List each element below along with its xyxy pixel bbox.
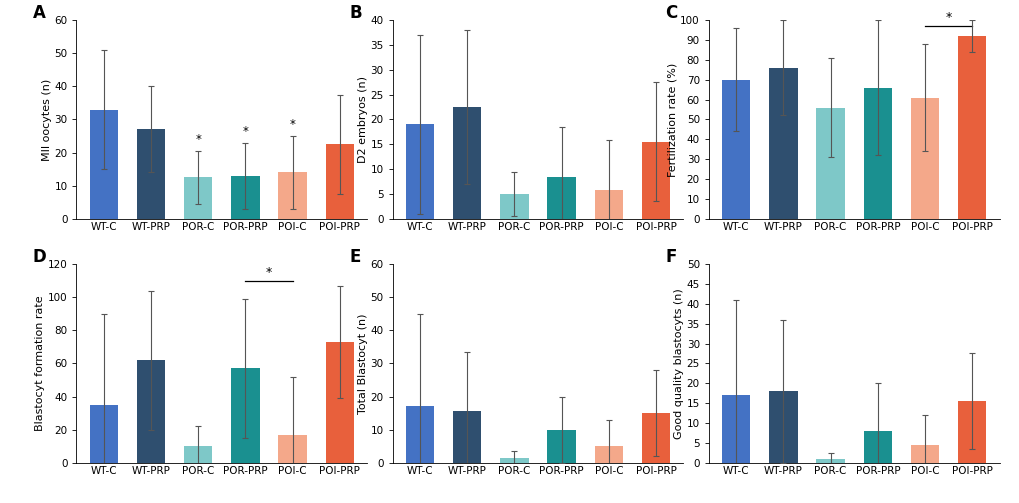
Bar [90,405,118,463]
Bar [721,395,750,463]
Bar [90,110,118,219]
Bar [325,144,354,219]
Bar [547,177,576,219]
Text: E: E [348,248,360,266]
Bar [183,446,212,463]
Bar [231,176,260,219]
Bar [594,190,623,219]
Bar [641,413,669,463]
Bar [406,406,434,463]
Y-axis label: Total Blastocyt (n): Total Blastocyt (n) [358,313,368,413]
Y-axis label: Blastocyt formation rate: Blastocyt formation rate [35,296,45,431]
Y-axis label: Good quality blastocyts (n): Good quality blastocyts (n) [674,288,683,439]
Text: *: * [243,125,249,138]
Bar [499,194,528,219]
Bar [768,68,797,219]
Bar [910,98,938,219]
Bar [863,88,892,219]
Text: A: A [33,4,46,22]
Bar [278,435,307,463]
Text: *: * [945,12,951,25]
Bar [137,129,165,219]
Bar [594,446,623,463]
Text: B: B [348,4,362,22]
Bar [815,108,844,219]
Bar [768,391,797,463]
Y-axis label: Fertilization rate (%): Fertilization rate (%) [666,62,677,177]
Bar [452,411,481,463]
Text: C: C [664,4,677,22]
Bar [957,36,985,219]
Text: *: * [266,266,272,279]
Bar [957,401,985,463]
Bar [452,107,481,219]
Text: *: * [195,133,201,146]
Bar [547,430,576,463]
Bar [499,458,528,463]
Y-axis label: MII oocytes (n): MII oocytes (n) [42,78,52,160]
Bar [325,342,354,463]
Bar [910,445,938,463]
Text: F: F [664,248,676,266]
Bar [721,80,750,219]
Text: *: * [289,118,296,131]
Text: D: D [33,248,47,266]
Bar [641,142,669,219]
Y-axis label: D2 embryos (n): D2 embryos (n) [358,76,367,163]
Bar [815,459,844,463]
Bar [863,431,892,463]
Bar [183,178,212,219]
Bar [278,173,307,219]
Bar [137,360,165,463]
Bar [406,124,434,219]
Bar [231,368,260,463]
